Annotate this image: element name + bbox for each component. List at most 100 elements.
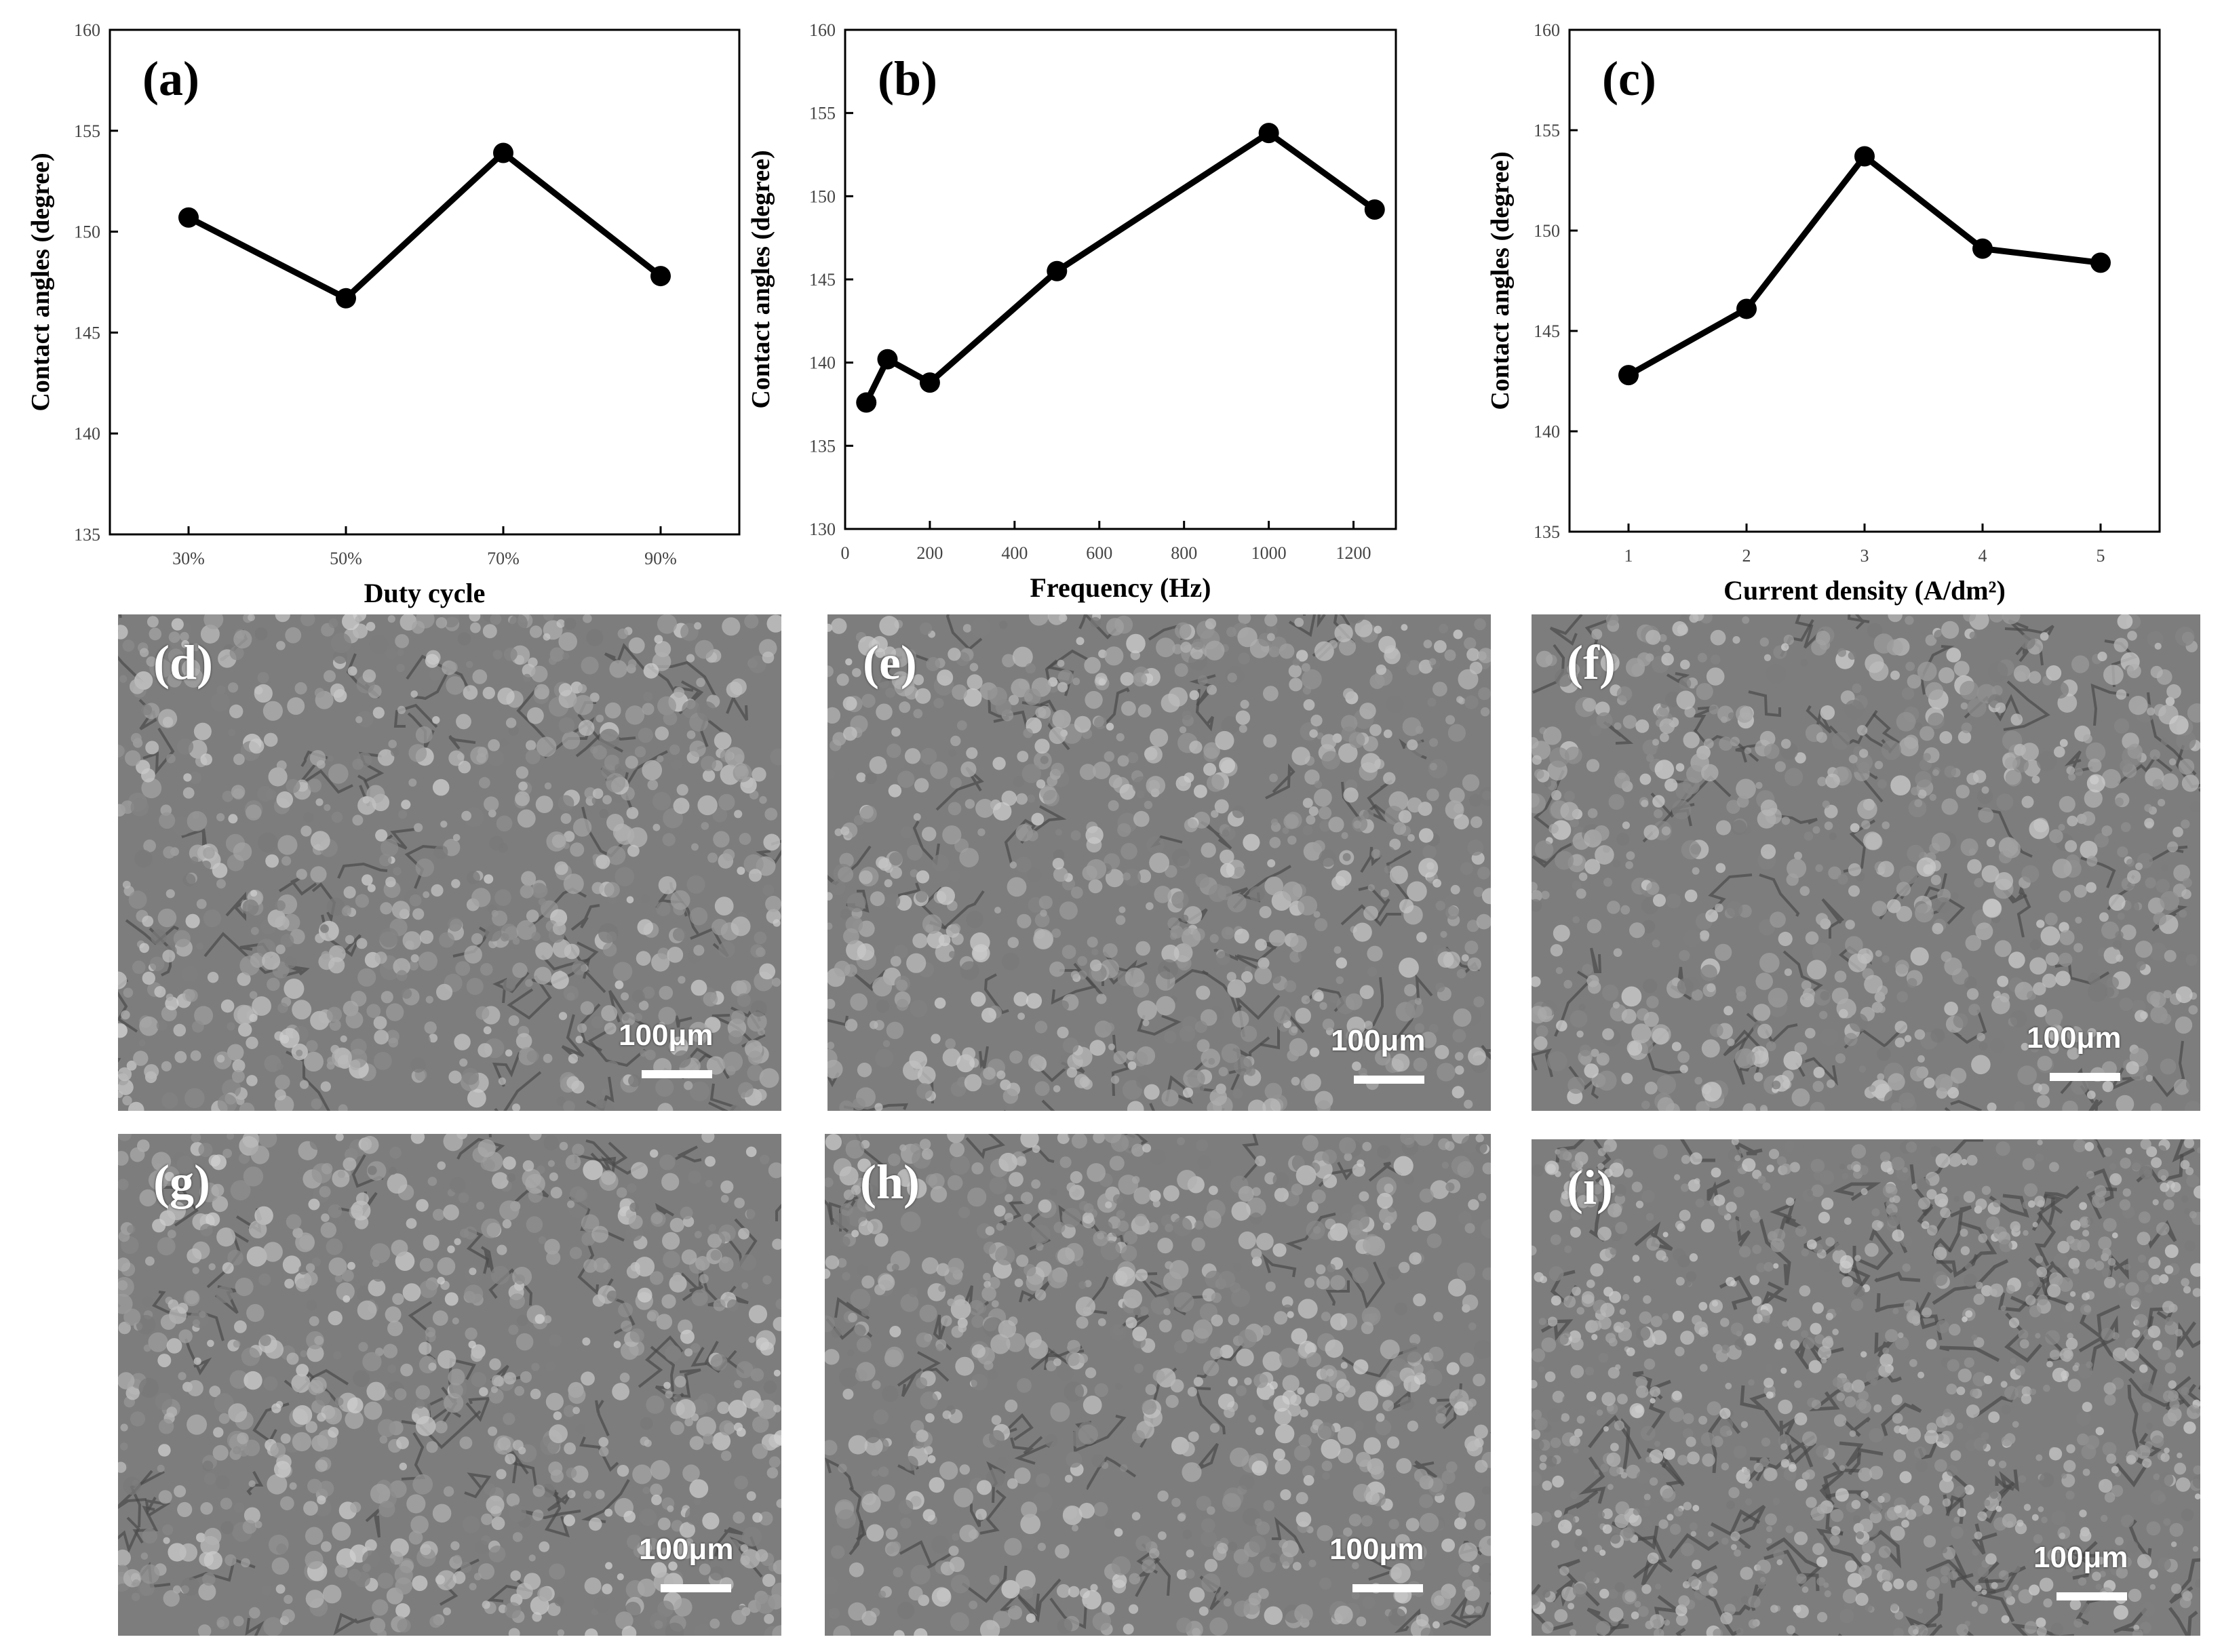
texture-granule (440, 821, 448, 828)
texture-granule (358, 1341, 368, 1352)
texture-granule (626, 807, 639, 819)
texture-granule (2073, 943, 2083, 953)
texture-granule (575, 1424, 585, 1434)
scale-bar (2050, 1073, 2120, 1081)
texture-granule (1671, 1042, 1681, 1052)
texture-granule (262, 951, 281, 970)
texture-granule (130, 798, 149, 817)
texture-granule (2119, 998, 2133, 1011)
texture-granule (395, 1577, 412, 1595)
texture-granule (1591, 629, 1603, 640)
texture-granule (452, 1571, 466, 1584)
texture-crack (2040, 1185, 2080, 1211)
texture-granule (1158, 959, 1178, 979)
texture-granule (1536, 650, 1553, 667)
texture-granule (1109, 1156, 1125, 1171)
texture-granule (1396, 1458, 1412, 1474)
texture-crack (1875, 1293, 1911, 1313)
texture-granule (1380, 888, 1389, 898)
texture-granule (356, 938, 368, 949)
texture-granule (1473, 1340, 1491, 1359)
texture-granule (332, 1522, 351, 1541)
texture-granule (1209, 1185, 1218, 1196)
texture-granule (1345, 993, 1363, 1010)
texture-granule (410, 1134, 425, 1144)
texture-granule (1907, 978, 1917, 988)
texture-granule (1539, 1006, 1553, 1020)
texture-granule (1383, 729, 1392, 739)
texture-granule (203, 614, 224, 629)
y-axis-label: Contact angles (degree) (26, 153, 55, 411)
texture-granule (1256, 1521, 1270, 1535)
texture-granule (1106, 618, 1125, 636)
texture-granule (659, 1154, 676, 1171)
texture-granule (497, 1437, 511, 1451)
texture-granule (937, 669, 954, 686)
texture-granule (1716, 820, 1732, 835)
texture-granule (1144, 1084, 1160, 1100)
texture-granule (696, 677, 705, 688)
texture-granule (1844, 1033, 1858, 1046)
texture-granule (1119, 784, 1135, 800)
texture-granule (1184, 906, 1203, 924)
texture-granule (1701, 1039, 1720, 1058)
texture-granule (1700, 964, 1717, 981)
texture-granule (910, 1000, 928, 1018)
texture-granule (1262, 1098, 1281, 1111)
data-point (1047, 260, 1068, 281)
texture-granule (1407, 1420, 1418, 1432)
texture-granule (1960, 702, 1968, 710)
scale-bar (642, 1070, 712, 1078)
texture-granule (243, 1371, 262, 1390)
texture-granule (419, 930, 434, 944)
texture-granule (190, 1309, 209, 1329)
texture-granule (622, 1014, 629, 1021)
texture-granule (1036, 779, 1046, 789)
texture-crack (1317, 614, 1350, 629)
texture-granule (1325, 1339, 1344, 1358)
texture-granule (1877, 1046, 1891, 1061)
texture-granule (220, 1497, 233, 1510)
texture-granule (713, 831, 730, 848)
texture-granule (364, 1401, 383, 1420)
texture-granule (214, 1393, 234, 1413)
texture-granule (1291, 1026, 1298, 1034)
texture-granule (220, 999, 235, 1013)
texture-granule (512, 937, 520, 945)
texture-granule (144, 1064, 159, 1080)
texture-granule (1004, 1537, 1022, 1556)
texture-granule (1115, 1266, 1136, 1287)
texture-granule (1437, 1063, 1456, 1082)
texture-granule (482, 1600, 490, 1609)
texture-granule (1710, 629, 1726, 646)
texture-granule (1778, 931, 1793, 947)
texture-granule (954, 1487, 973, 1508)
texture-crack (2028, 1257, 2070, 1307)
texture-granule (606, 773, 625, 793)
texture-granule (1432, 1621, 1440, 1629)
texture-granule (966, 910, 983, 928)
texture-granule (558, 683, 572, 696)
texture-granule (1226, 972, 1236, 982)
texture-granule (1189, 741, 1203, 754)
texture-granule (639, 1508, 657, 1526)
texture-granule (926, 656, 941, 671)
texture-granule (578, 684, 587, 693)
texture-granule (1165, 1394, 1179, 1409)
texture-granule (1194, 785, 1207, 798)
texture-granule (1304, 769, 1320, 785)
texture-granule (1816, 913, 1829, 926)
texture-granule (523, 673, 531, 682)
texture-granule (211, 1154, 227, 1171)
texture-granule (1584, 1063, 1599, 1078)
texture-granule (1440, 930, 1447, 938)
texture-granule (1433, 1312, 1443, 1322)
texture-granule (546, 1251, 561, 1265)
texture-granule (1591, 1048, 1599, 1057)
texture-granule (331, 1339, 340, 1349)
texture-granule (2049, 829, 2063, 844)
texture-granule (1466, 648, 1480, 661)
texture-granule (556, 970, 564, 977)
texture-granule (514, 654, 524, 665)
texture-granule (464, 945, 482, 964)
